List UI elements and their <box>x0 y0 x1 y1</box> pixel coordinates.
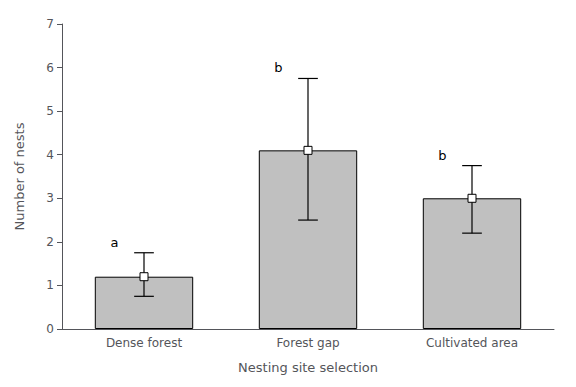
svg-text:4: 4 <box>46 148 54 162</box>
svg-text:Dense forest: Dense forest <box>106 336 183 350</box>
svg-text:7: 7 <box>46 17 54 31</box>
svg-text:a: a <box>110 235 118 250</box>
svg-text:2: 2 <box>46 235 54 249</box>
svg-text:0: 0 <box>46 322 54 336</box>
svg-text:1: 1 <box>46 278 54 292</box>
svg-text:Number of nests: Number of nests <box>12 122 27 230</box>
svg-text:b: b <box>438 148 446 163</box>
svg-text:6: 6 <box>46 61 54 75</box>
svg-text:Cultivated area: Cultivated area <box>426 336 518 350</box>
svg-text:b: b <box>274 60 282 75</box>
svg-text:Forest gap: Forest gap <box>276 336 339 350</box>
svg-text:3: 3 <box>46 191 54 205</box>
svg-text:Nesting site selection: Nesting site selection <box>238 360 378 375</box>
svg-text:5: 5 <box>46 104 54 118</box>
